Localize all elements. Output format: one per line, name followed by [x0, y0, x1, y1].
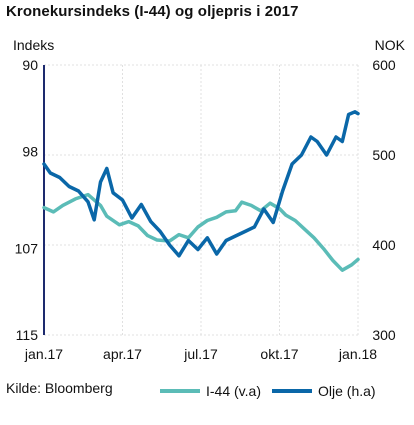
left-axis-unit: Indeks	[13, 37, 55, 53]
x-tick-label: okt.17	[260, 346, 298, 362]
left-axis-ticks: 90 98 107 115	[15, 57, 39, 343]
oil-series-line	[42, 110, 360, 258]
legend: I-44 (v.a) Olje (h.a)	[160, 383, 376, 399]
x-tick-label: jan.18	[338, 346, 377, 362]
left-tick-label: 90	[22, 57, 38, 73]
right-tick-label: 400	[372, 237, 396, 253]
gridlines	[43, 64, 359, 336]
i44-series-line	[42, 192, 360, 272]
right-tick-label: 300	[372, 327, 396, 343]
legend-label: I-44 (v.a)	[206, 383, 261, 399]
right-axis-ticks: 600 500 400 300	[372, 57, 396, 343]
left-tick-label: 107	[15, 241, 39, 257]
right-tick-label: 500	[372, 147, 396, 163]
right-tick-label: 600	[372, 57, 396, 73]
series-lines	[42, 110, 360, 272]
x-axis-ticks: jan.17 apr.17 jul.17 okt.17 jan.18	[24, 346, 377, 362]
left-tick-label: 98	[22, 143, 38, 159]
x-tick-label: jul.17	[183, 346, 218, 362]
chart-title: Kronekursindeks (I-44) og oljepris i 201…	[6, 3, 299, 20]
x-tick-label: jan.17	[24, 346, 63, 362]
left-tick-label: 115	[16, 327, 39, 343]
legend-label: Olje (h.a)	[318, 383, 376, 399]
right-axis-unit: NOK	[374, 37, 405, 53]
x-tick-label: apr.17	[103, 346, 142, 362]
source-note: Kilde: Bloomberg	[6, 380, 113, 396]
